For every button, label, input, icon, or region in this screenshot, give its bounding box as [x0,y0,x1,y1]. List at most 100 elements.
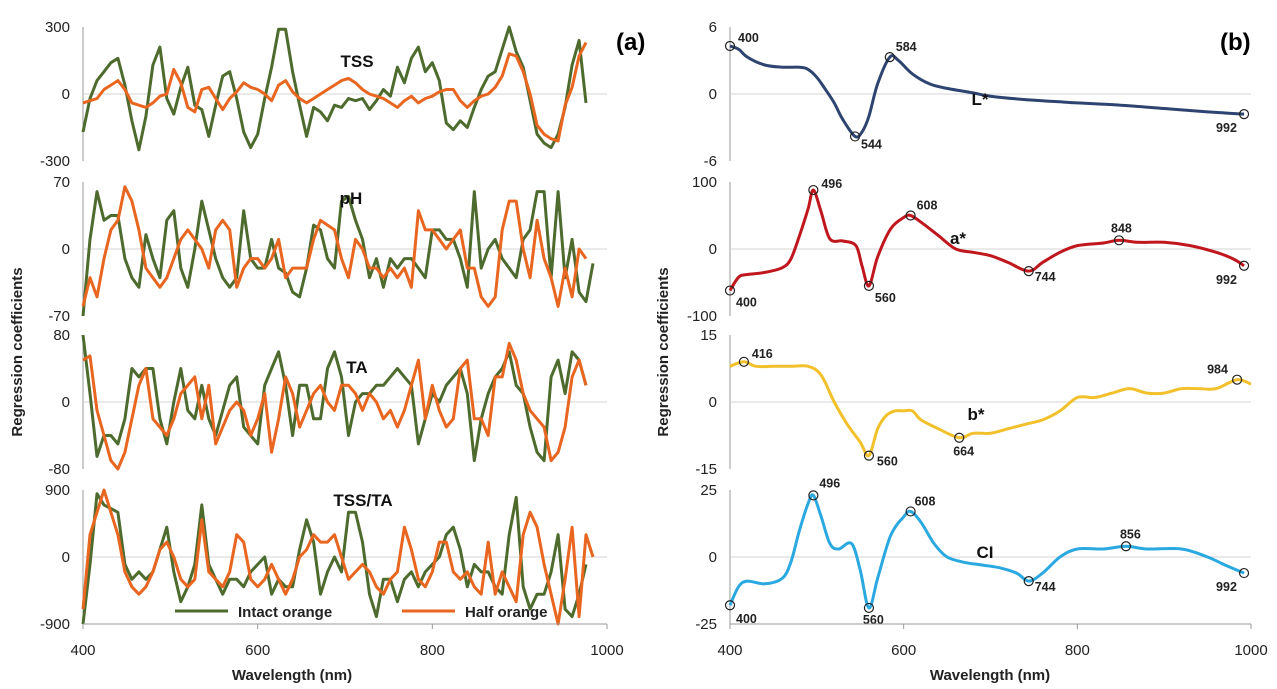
subplot-b-l-star: 6 0 -6 400 544 584 992 L* [704,19,1251,170]
x-axis-label-b: Wavelength (nm) [930,667,1050,684]
ytick-label: 0 [62,86,70,103]
y-axis-label-b: Regression coefficients [655,267,672,436]
peak-label: 544 [861,137,882,151]
ytick-label: -80 [48,461,70,478]
peak-marker [954,432,965,443]
peak-label: 416 [752,347,773,361]
peak-label: 664 [953,445,974,459]
xtick-label: 400 [717,642,742,659]
xtick-label: 800 [420,642,445,659]
ytick-label: -15 [695,461,717,478]
series-line-intact-orange-ta [81,334,588,463]
xtick-label: 800 [1065,642,1090,659]
x-axis-label-a: Wavelength (nm) [232,667,352,684]
series-line-half-orange-tss-ta [81,488,595,626]
peak-label: 744 [1035,270,1056,284]
peak-marker [1023,266,1034,277]
ytick-label: -300 [40,153,70,170]
ytick-label: 0 [709,394,717,411]
ytick-label: 300 [45,19,70,36]
peak-marker [808,490,819,501]
ytick-label: 25 [700,482,717,499]
legend-label-half: Half orange [465,604,548,621]
peak-marker [863,280,875,291]
ytick-label: 70 [53,174,70,191]
peak-marker [863,602,875,614]
ytick-label: 0 [62,549,70,566]
subplot-title: CI [977,543,994,562]
subplot-title: b* [968,405,985,424]
peak-label: 992 [1216,273,1237,287]
peak-marker [905,506,916,517]
ytick-label: 6 [709,19,717,36]
subplot-b-a-star: 100 0 -100 400 496 560 608 744 848 992 a* [687,174,1251,325]
series-line-half-orange-ta [82,341,588,471]
ytick-label: 15 [700,327,717,344]
peak-label: 584 [896,40,917,54]
panel-label-a: (a) [616,29,645,56]
subplot-a-ta: 80 0 -80 TA [48,327,607,478]
subplot-title: L* [972,90,989,109]
peak-marker [724,600,736,611]
peak-marker [808,184,819,196]
ytick-label: 0 [62,394,70,411]
y-axis-label-a: Regression coefficients [9,267,26,436]
series-line-a-star-a-star [728,188,1245,292]
xtick-label: 600 [245,642,270,659]
peak-label: 400 [736,612,757,626]
peak-marker [884,52,895,63]
ytick-label: -70 [48,308,70,325]
ytick-label: -100 [687,308,717,325]
peak-marker [1238,108,1250,120]
peak-marker [1232,374,1243,385]
ytick-label: 0 [709,241,717,258]
series-line-intact-orange-tss-ta [81,492,588,625]
peak-label: 992 [1216,580,1237,594]
ytick-label: -900 [40,616,70,633]
xtick-label: 400 [70,642,95,659]
peak-marker [724,285,736,296]
subplot-a-tss-ta: 900 0 -900 TSS/TA [40,482,607,633]
peak-label: 400 [736,296,757,310]
subplot-b-ci: 25 0 -25 400 496 560 608 744 856 992 CI [695,476,1251,633]
peak-marker [1238,567,1250,579]
xtick-label: 1000 [590,642,623,659]
series-line-b-star-b-star [729,360,1252,458]
subplot-a-tss: 300 0 -300 TSS [40,19,607,170]
peak-label: 560 [875,291,896,305]
subplot-a-ph: 70 0 -70 pH [48,174,607,325]
peak-marker [1113,235,1125,246]
peak-marker [738,356,749,367]
series-line-intact-orange-tss [81,25,588,152]
peak-marker [1023,576,1034,587]
panel-label-b: (b) [1220,29,1251,56]
peak-marker [849,131,861,142]
peak-label: 744 [1035,580,1056,594]
series-line-half-orange-ph [81,185,588,308]
peak-label: 992 [1216,121,1237,135]
peak-label: 560 [877,455,898,469]
series-line-intact-orange-ph [81,190,595,317]
series-line-half-orange-tss [82,41,588,143]
legend: Intact orange Half orange [175,604,548,621]
peak-label: 848 [1111,221,1132,235]
peak-label: 608 [917,199,938,213]
series-line-l-star-l-star [729,44,1245,139]
peak-label: 608 [915,494,936,508]
peak-marker [905,210,916,221]
subplot-title: TA [346,358,367,377]
ytick-label: -25 [695,616,717,633]
ytick-label: 0 [709,549,717,566]
ytick-label: 80 [53,327,70,344]
ytick-label: 0 [709,86,717,103]
xtick-label: 600 [891,642,916,659]
peak-marker [724,40,736,52]
peak-marker [863,450,875,461]
xtick-label: 1000 [1234,642,1267,659]
subplot-title: TSS [340,52,373,71]
peak-marker [1238,260,1250,271]
ytick-label: 100 [692,174,717,191]
peak-label: 560 [863,613,884,627]
series-line-ci-ci [728,493,1245,610]
